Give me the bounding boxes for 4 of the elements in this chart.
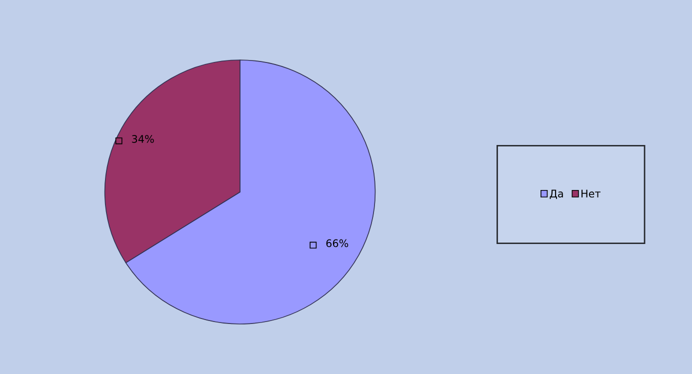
data-label: 66% — [326, 239, 348, 248]
legend-label: Нет — [582, 190, 601, 198]
legend-label: Да — [550, 190, 563, 199]
data-label: 34% — [132, 135, 154, 143]
